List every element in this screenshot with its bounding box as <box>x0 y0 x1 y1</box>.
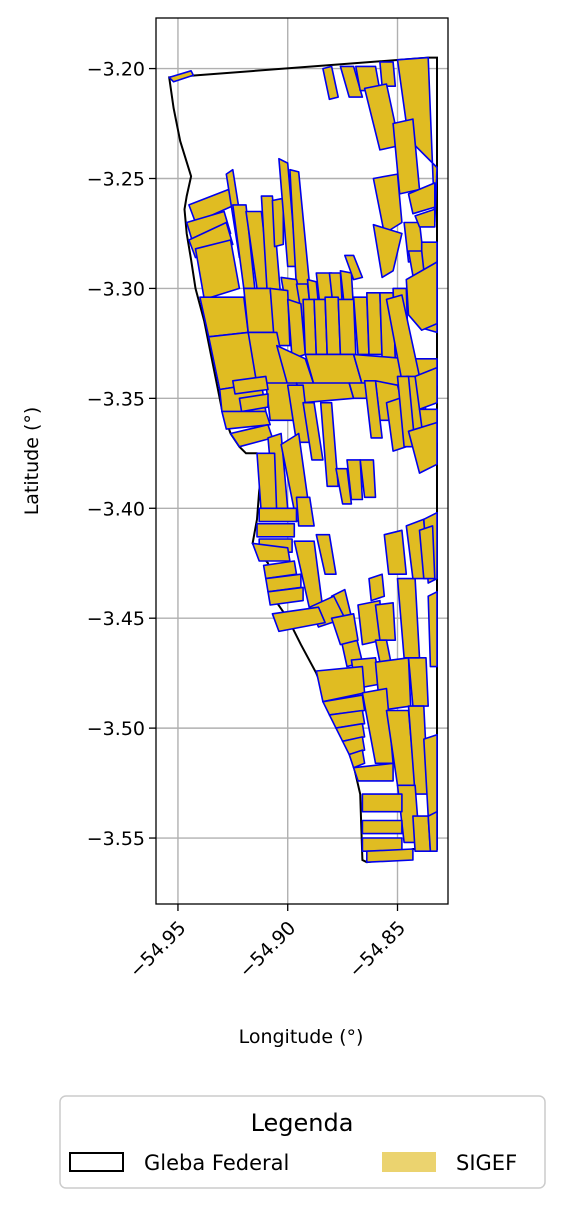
sigef-parcel-93 <box>374 601 397 642</box>
sigef-parcel-40 <box>269 287 291 347</box>
sigef-parcel-119 <box>361 793 403 813</box>
sigef-parcel-38 <box>199 296 249 338</box>
sigef-parcel-45 <box>337 298 357 356</box>
sigef-parcel-87 <box>315 533 337 576</box>
y-tick-label-2: −3.30 <box>87 278 145 300</box>
sigef-parcel-77 <box>256 452 278 516</box>
sigef-parcel-112 <box>361 687 394 765</box>
sigef-parcel-85 <box>267 586 304 606</box>
sigef-parcel-110 <box>348 749 366 769</box>
sigef-parcel-98 <box>396 577 421 659</box>
legend-label-sigef: SIGEF <box>456 1151 517 1175</box>
x-tick-label-2: −54.85 <box>345 917 410 982</box>
y-tick-label-4: −3.40 <box>87 498 145 520</box>
sigef-parcel-90 <box>271 606 326 633</box>
sigef-parcel-91 <box>330 612 359 646</box>
legend-label-gleba-federal: Gleba Federal <box>144 1151 289 1175</box>
y-axis-title: Latitude (°) <box>21 407 43 516</box>
sigef-parcel-57 <box>238 393 269 413</box>
sigef-parcel-78 <box>295 496 315 527</box>
sigef-parcel-79 <box>258 507 298 523</box>
y-tick-label-1: −3.25 <box>87 168 145 190</box>
sigef-parcel-66 <box>414 366 438 411</box>
y-tick-label-7: −3.55 <box>87 828 145 850</box>
sigef-parcel-72 <box>335 467 353 505</box>
sigef-parcel-1 <box>322 65 340 101</box>
sigef-parcel-58 <box>221 410 272 430</box>
sigef-parcels-layer <box>168 56 438 864</box>
sigef-parcel-106 <box>322 694 366 716</box>
sigef-parcel-118 <box>427 810 438 853</box>
sigef-parcel-15 <box>405 261 438 332</box>
sigef-parcel-71 <box>319 401 340 488</box>
sigef-parcel-103 <box>418 525 436 580</box>
sigef-parcel-12 <box>414 208 436 228</box>
sigef-parcel-2 <box>339 65 364 98</box>
sigef-parcel-33 <box>343 254 364 281</box>
sigef-parcel-101 <box>427 590 438 668</box>
legend-swatch-gleba-federal <box>69 1152 124 1172</box>
sigef-parcel-97 <box>407 656 430 707</box>
sigef-parcel-107 <box>328 709 366 729</box>
sigef-parcel-4 <box>379 61 397 87</box>
sigef-parcel-49 <box>304 353 364 387</box>
sigef-parcel-102 <box>383 529 408 576</box>
sigef-parcel-73 <box>346 459 364 501</box>
sigef-parcel-70 <box>302 401 324 461</box>
sigef-parcel-68 <box>407 421 438 474</box>
sigef-parcel-9 <box>372 223 403 279</box>
legend-title: Legenda <box>251 1109 354 1137</box>
legend-swatch-sigef <box>382 1152 436 1172</box>
y-tick-label-0: −3.20 <box>87 59 145 81</box>
sigef-parcel-8 <box>372 173 403 235</box>
sigef-parcel-122 <box>365 848 414 864</box>
sigef-parcel-11 <box>407 182 436 215</box>
sigef-parcel-0 <box>168 70 195 83</box>
plot-frame <box>155 17 449 905</box>
sigef-parcel-108 <box>335 722 366 743</box>
sigef-parcel-111 <box>352 762 394 782</box>
sigef-parcel-56 <box>232 375 269 395</box>
sigef-parcel-120 <box>361 819 403 835</box>
x-axis-title: Longitude (°) <box>239 1026 364 1048</box>
y-tick-label-5: −3.45 <box>87 608 145 630</box>
x-tick-label-0: −54.95 <box>125 917 190 982</box>
x-tick-label-1: −54.90 <box>235 917 300 982</box>
sigef-parcel-24 <box>271 197 285 248</box>
sigef-parcel-80 <box>256 522 296 538</box>
sigef-parcel-64 <box>363 379 383 439</box>
legend: Legenda Gleba Federal SIGEF <box>59 1095 546 1189</box>
y-tick-label-6: −3.50 <box>87 718 145 740</box>
y-tick-label-3: −3.35 <box>87 388 145 410</box>
sigef-parcel-109 <box>341 736 366 756</box>
sigef-parcel-19 <box>194 239 241 301</box>
sigef-parcel-104 <box>368 573 386 602</box>
sigef-parcel-74 <box>359 459 377 499</box>
